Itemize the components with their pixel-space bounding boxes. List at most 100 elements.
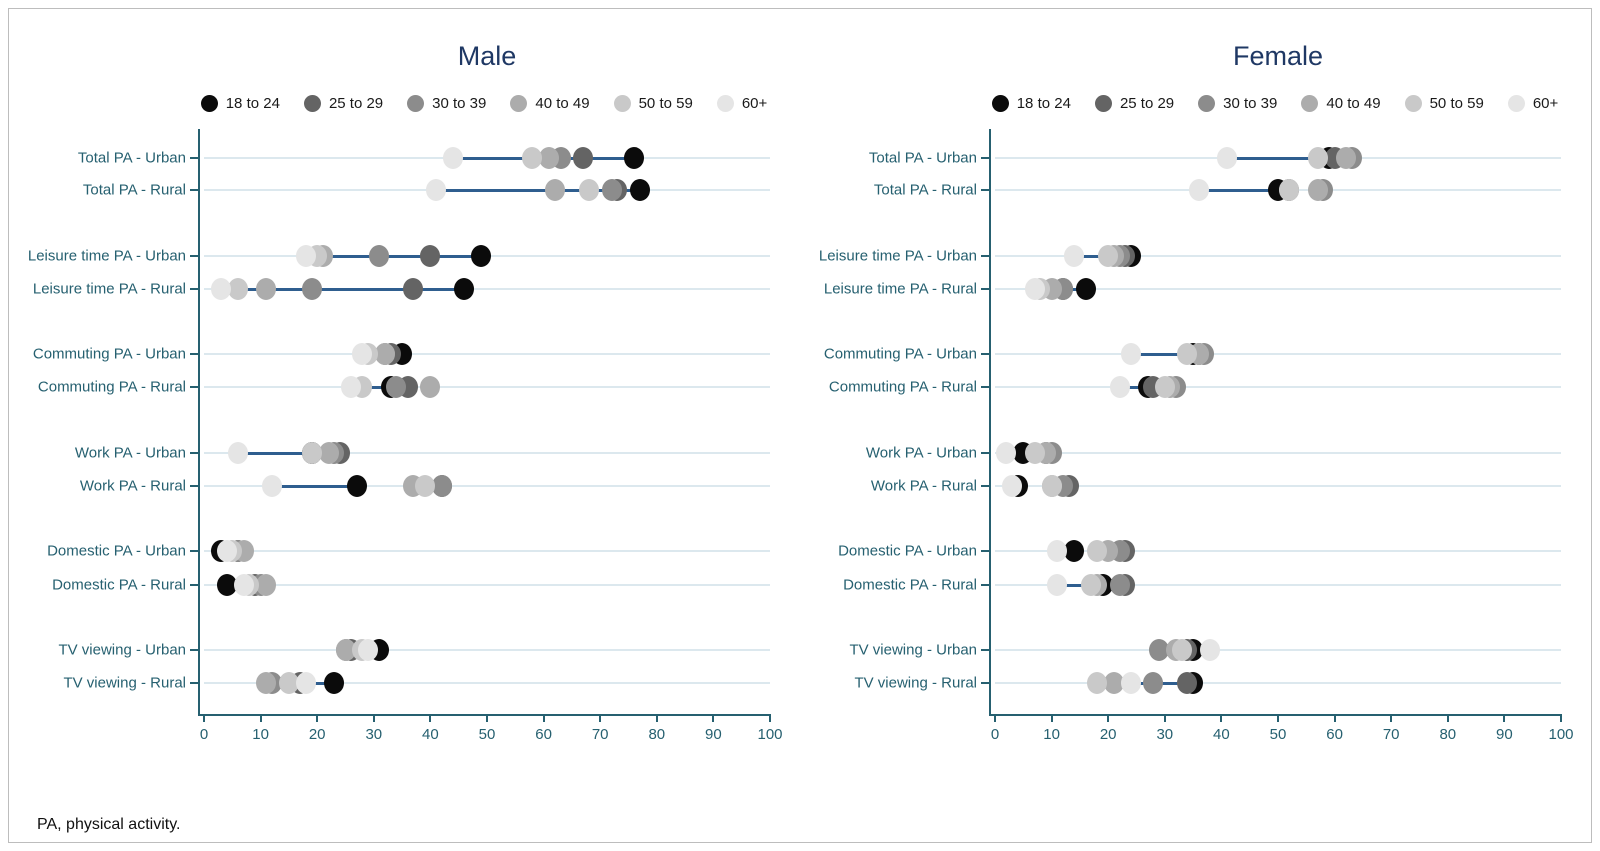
legend-item: 18 to 24 (991, 95, 1071, 112)
y-axis-label: Leisure time PA - Urban (818, 247, 977, 265)
gridline (995, 288, 1561, 290)
y-tick (190, 452, 198, 454)
x-tick-label: 0 (199, 726, 209, 743)
legend-item: 40 to 49 (1301, 95, 1381, 112)
y-tick (981, 550, 989, 552)
panel-female: Female 18 to 24 25 to 29 30 to 39 40 to 49 5… (800, 9, 1591, 842)
data-point (256, 672, 277, 694)
x-tick (1446, 716, 1449, 722)
range-line (305, 681, 335, 685)
range-line (220, 287, 465, 291)
y-tick (981, 189, 989, 191)
y-axis-label: TV viewing - Rural (854, 674, 977, 692)
data-point (1109, 376, 1130, 398)
legend-label: 30 to 39 (1223, 95, 1278, 112)
data-point (1086, 540, 1107, 562)
x-tick (486, 716, 488, 722)
x-tick-label: 0 (990, 726, 1000, 743)
x-tick-label: 80 (1439, 726, 1457, 743)
x-tick-label: 70 (591, 726, 609, 743)
range-line (1057, 583, 1103, 587)
legend-dot-icon (613, 95, 631, 112)
data-point (324, 672, 345, 694)
x-tick-label: 40 (422, 726, 439, 743)
gridline (995, 682, 1561, 684)
x-tick-label: 100 (1548, 726, 1574, 743)
y-axis-label: TV viewing - Urban (849, 641, 977, 659)
y-tick (190, 353, 198, 355)
data-point (375, 343, 396, 365)
x-tick (1277, 716, 1279, 722)
legend-label: 60+ (1532, 95, 1559, 112)
range-line (1198, 188, 1278, 192)
data-point (573, 147, 594, 169)
legend-item: 50 to 59 (1404, 95, 1484, 112)
data-point (420, 376, 441, 398)
y-axis-label: Commuting PA - Rural (828, 378, 977, 396)
data-point (261, 475, 282, 497)
range-line (1119, 385, 1148, 389)
y-axis-label: Total PA - Rural (82, 181, 186, 199)
plot-female: 0 10 20 30 40 50 60 70 80 90 100 Total PA - Urban To… (819, 129, 1574, 743)
y-axis-label: Total PA - Urban (868, 149, 977, 167)
data-point (1081, 574, 1102, 596)
gridline (995, 353, 1561, 355)
data-point (295, 245, 316, 267)
gridline (204, 288, 770, 290)
y-tick (981, 682, 989, 684)
data-point (1001, 475, 1022, 497)
data-point (1143, 672, 1164, 694)
y-tick (190, 649, 198, 651)
data-point (1171, 639, 1192, 661)
range-line (271, 484, 357, 488)
data-point (216, 540, 237, 562)
legend-item: 60+ (716, 95, 767, 112)
x-tick (994, 716, 996, 722)
data-point (471, 245, 492, 267)
legend-label: 25 to 29 (1119, 95, 1175, 112)
gridline (204, 353, 770, 355)
x-tick (429, 716, 432, 722)
x-tick-label: 70 (1382, 726, 1400, 743)
data-point (522, 147, 543, 169)
data-point (335, 639, 356, 661)
data-point (420, 245, 441, 267)
x-tick-label: 10 (252, 726, 269, 743)
range-line (237, 451, 312, 455)
data-point (443, 147, 464, 169)
legend-item: 30 to 39 (1198, 95, 1277, 112)
legend-dot-icon (1301, 95, 1319, 112)
legend-label: 18 to 24 (1016, 95, 1071, 112)
y-axis-label: Work PA - Rural (79, 477, 186, 495)
x-axis (989, 714, 1562, 716)
y-tick (190, 584, 198, 586)
legend-dot-icon (1404, 95, 1422, 112)
data-point (386, 376, 407, 398)
data-point (1024, 442, 1045, 464)
data-point (431, 475, 452, 497)
gridline (995, 649, 1561, 651)
data-point (1064, 245, 1085, 267)
gridline (995, 255, 1561, 257)
y-tick (190, 157, 198, 159)
y-axis-label: TV viewing - Urban (58, 641, 186, 659)
data-point (578, 179, 599, 201)
x-tick (769, 716, 771, 722)
data-point (414, 475, 435, 497)
data-point (1188, 179, 1209, 201)
y-axis-label: Leisure time PA - Rural (823, 280, 977, 298)
legend-dot-icon (716, 95, 734, 112)
x-tick-label: 60 (1326, 726, 1343, 743)
data-point (403, 278, 424, 300)
x-tick-label: 90 (705, 726, 722, 743)
legend-label: 40 to 49 (1326, 95, 1381, 112)
x-tick-label: 40 (1213, 726, 1230, 743)
gridline (204, 682, 770, 684)
y-tick (190, 550, 198, 552)
data-point (1200, 639, 1221, 661)
y-tick (981, 288, 989, 290)
legend-item: 25 to 29 (1094, 95, 1175, 112)
gridline (204, 485, 770, 487)
x-tick (599, 716, 602, 722)
data-point (295, 672, 316, 694)
